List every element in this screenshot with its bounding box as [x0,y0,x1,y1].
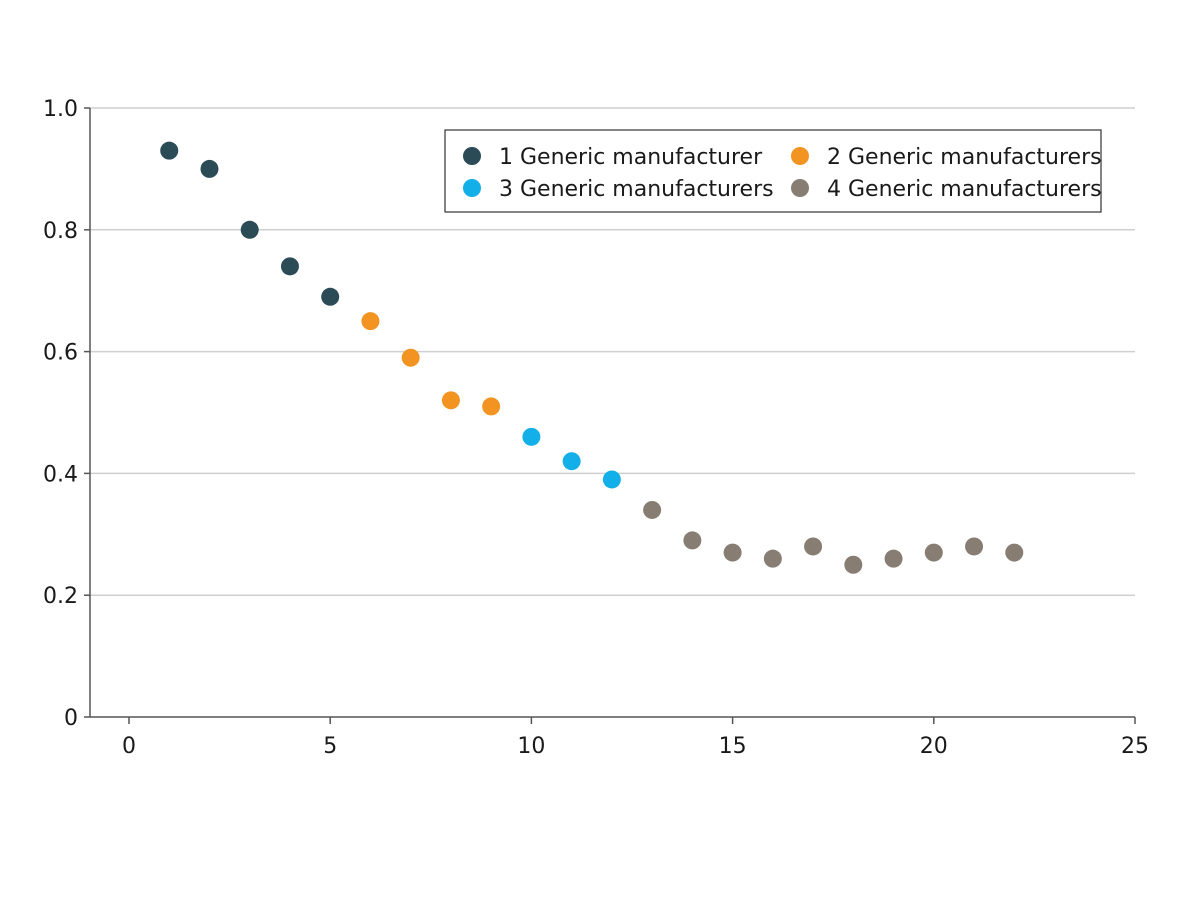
x-tick-label: 5 [323,734,337,759]
data-point-series-4 [683,531,702,550]
data-point-series-4 [844,555,863,574]
legend-marker-series-2 [791,147,809,165]
data-point-series-2 [361,312,380,331]
data-point-series-4 [924,543,943,562]
data-point-series-2 [401,348,420,367]
data-point-series-4 [763,549,782,568]
data-point-series-4 [884,549,903,568]
data-point-series-4 [643,500,662,519]
legend-label-series-4: 4 Generic manufacturers [827,177,1102,202]
legend-label-series-2: 2 Generic manufacturers [827,145,1102,170]
y-tick-label: 0.4 [43,462,78,487]
data-point-series-4 [965,537,984,556]
x-tick-label: 20 [920,734,948,759]
legend-marker-series-3 [463,179,481,197]
legend-marker-series-1 [463,147,481,165]
y-tick-label: 0 [64,706,78,731]
data-point-series-2 [441,391,460,410]
data-point-series-1 [240,220,259,239]
axes [84,107,1136,724]
x-tick-label: 0 [122,734,136,759]
y-tick-label: 0.6 [43,341,78,366]
legend-label-series-3: 3 Generic manufacturers [499,177,774,202]
data-point-series-3 [522,427,541,446]
data-point-series-1 [321,287,340,306]
legend-marker-series-4 [791,179,809,197]
data-point-series-4 [804,537,823,556]
grid-lines [90,107,1135,596]
data-point-series-3 [562,452,581,471]
data-point-series-3 [602,470,621,489]
tick-labels: 0 0.2 0.4 0.6 0.8 1.0 0 5 10 15 20 25 [43,97,1149,759]
legend-label-series-1: 1 Generic manufacturer [499,145,763,170]
y-tick-label: 0.8 [43,219,78,244]
x-tick-label: 25 [1121,734,1149,759]
data-points [160,141,1024,574]
data-point-series-4 [1005,543,1024,562]
legend-box [444,129,1102,213]
x-tick-label: 15 [719,734,747,759]
data-point-series-4 [723,543,742,562]
legend: 1 Generic manufacturer 2 Generic manufact… [444,129,1102,213]
y-tick-label: 0.2 [43,584,78,609]
data-point-series-1 [160,141,179,160]
data-point-series-1 [280,257,299,276]
y-tick-label: 1.0 [43,97,78,122]
data-point-series-1 [200,159,219,178]
data-point-series-2 [482,397,501,416]
x-tick-label: 10 [517,734,545,759]
